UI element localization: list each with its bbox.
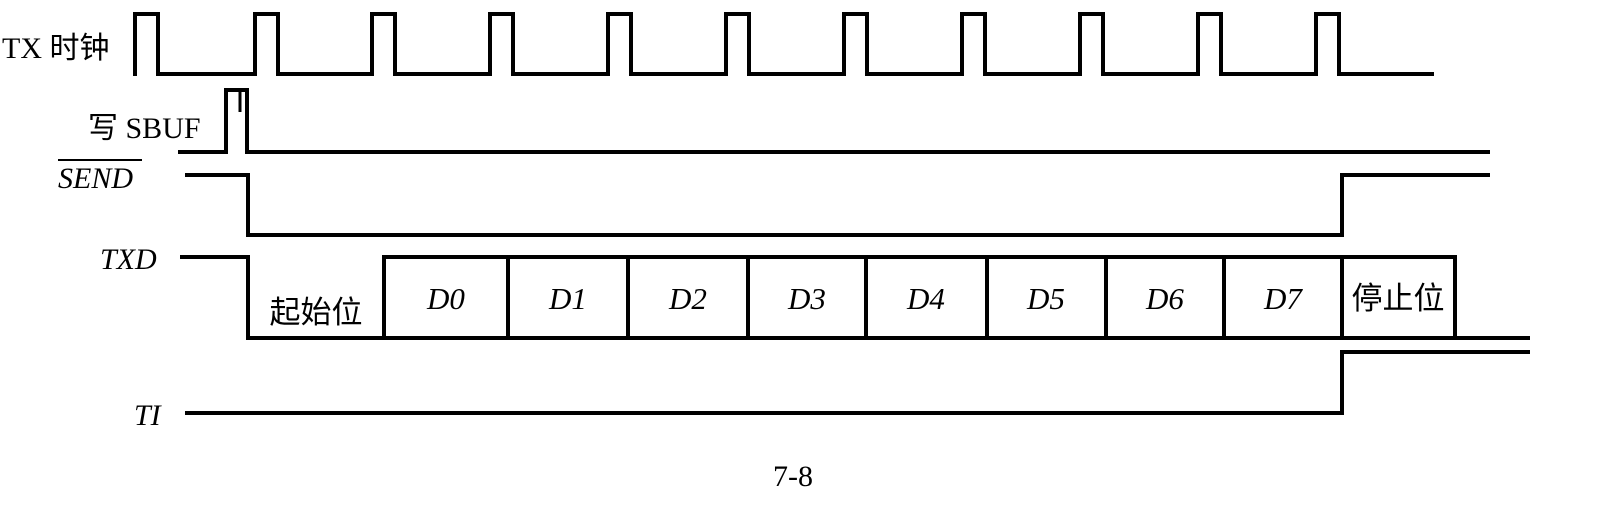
- ti-label: TI: [134, 399, 163, 432]
- txd-waveform: [180, 255, 1530, 340]
- ti-waveform: [185, 350, 1530, 415]
- txd-bit-label: D1: [548, 281, 587, 316]
- write-sbuf-waveform: [178, 88, 1490, 154]
- txd-bit-label: D0: [426, 281, 465, 316]
- txd-bit-label: D7: [1263, 281, 1303, 316]
- tx-clock-label: TX 时钟: [2, 32, 110, 65]
- txd-frame-top: [382, 255, 1457, 340]
- txd-label: TXD: [100, 243, 157, 276]
- send-label: SEND: [58, 162, 133, 195]
- txd-bit-label: D4: [906, 281, 945, 316]
- write-sbuf-label: 写 SBUF: [88, 112, 201, 145]
- txd-bit-label: D2: [668, 281, 707, 316]
- txd-bit-dividers: [506, 255, 1344, 340]
- figure-caption: 7-8: [773, 460, 813, 493]
- txd-start-bit-label: 起始位: [270, 295, 363, 330]
- tx-clock-waveform: [133, 12, 1434, 76]
- send-waveform: [185, 173, 1490, 237]
- txd-bit-label: D6: [1145, 281, 1184, 316]
- txd-bit-label: D5: [1026, 281, 1065, 316]
- txd-bit-label: D3: [787, 281, 826, 316]
- txd-stop-bit-label: 停止位: [1352, 281, 1445, 316]
